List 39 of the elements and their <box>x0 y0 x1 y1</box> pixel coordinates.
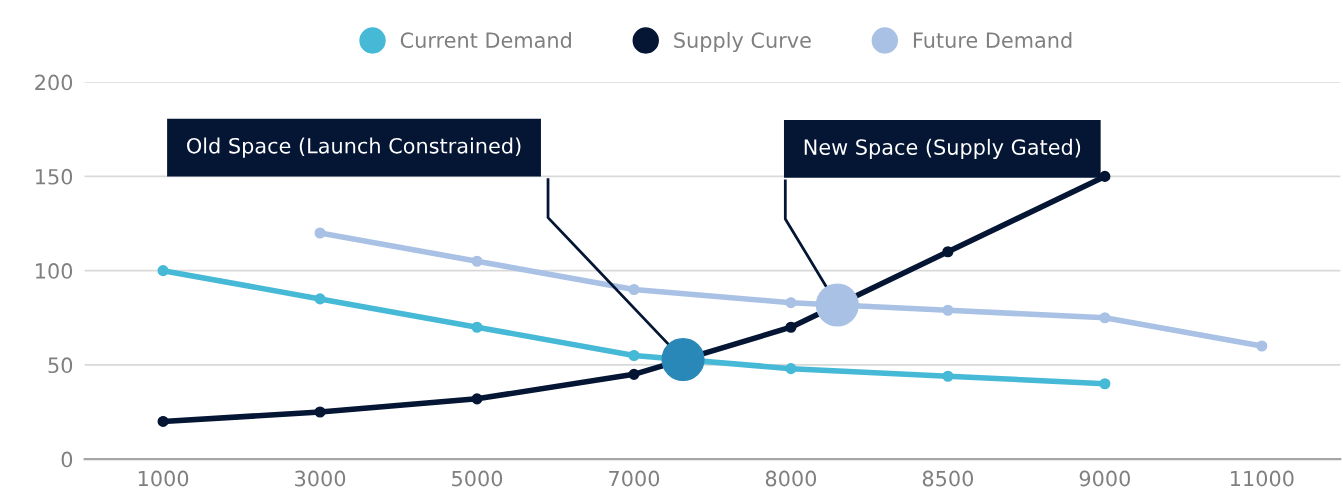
legend-label: Future Demand <box>913 31 1072 49</box>
point <box>471 321 483 333</box>
x-tick-label: 1000 <box>138 470 189 487</box>
point <box>628 349 640 362</box>
x-tick-label: 11000 <box>1230 470 1294 487</box>
point <box>1099 170 1111 182</box>
y-tick-label: 200 <box>35 74 73 91</box>
point <box>785 363 797 375</box>
y-tick-label: 50 <box>48 357 73 374</box>
annotation: Old Space (Launch Constrained) <box>187 137 521 158</box>
point <box>157 415 169 428</box>
point <box>314 406 326 418</box>
y-tick-label: 0 <box>61 451 73 468</box>
x-tick-label: 8000 <box>765 470 817 487</box>
y-tick-label: 100 <box>36 263 73 279</box>
point <box>471 255 483 267</box>
point <box>1256 340 1268 352</box>
x-tick-label: 9000 <box>1079 470 1130 487</box>
y-tick-label: 150 <box>36 168 73 185</box>
x-tick-label: 3000 <box>295 470 346 487</box>
annotation: New Space (Supply Gated) <box>804 138 1081 159</box>
point <box>942 246 954 258</box>
point <box>628 368 640 380</box>
x-tick-label: 8500 <box>922 470 974 487</box>
point <box>628 283 640 296</box>
point <box>785 297 797 309</box>
point <box>314 293 326 305</box>
point <box>471 393 483 405</box>
point <box>942 304 954 316</box>
x-tick-label: 7000 <box>609 470 660 487</box>
point <box>785 321 797 333</box>
point <box>314 227 326 239</box>
point <box>157 265 169 277</box>
point <box>942 370 954 382</box>
x-tick-label: 5000 <box>452 470 503 487</box>
legend-label: Supply Curve <box>674 31 811 53</box>
point <box>1099 312 1111 324</box>
legend-label: Current Demand <box>400 31 571 49</box>
point <box>1099 378 1111 390</box>
